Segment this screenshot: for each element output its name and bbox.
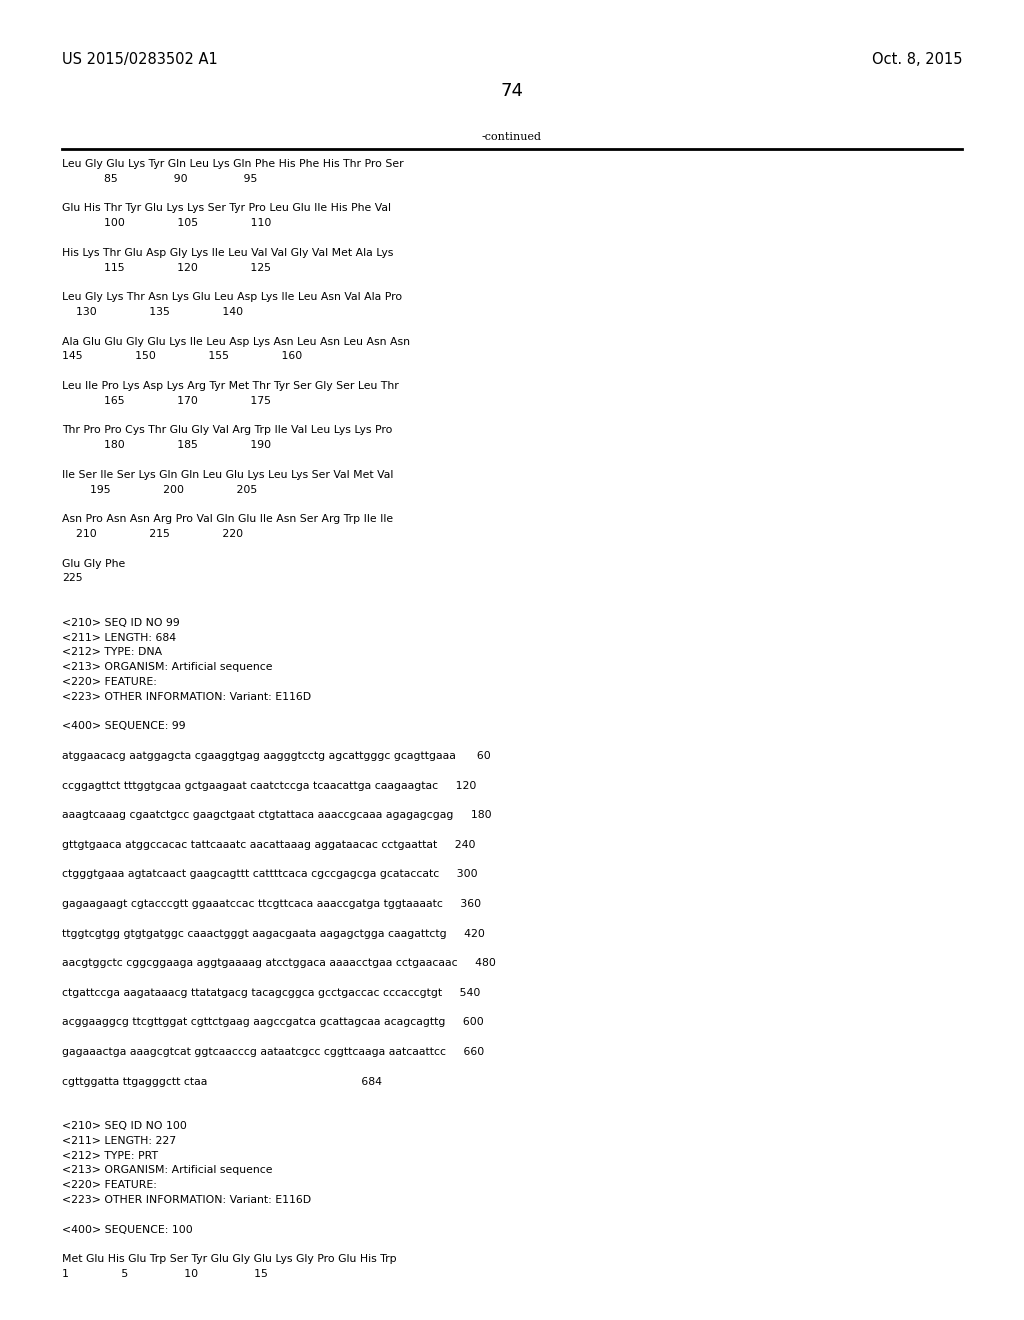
Text: Glu Gly Phe: Glu Gly Phe xyxy=(62,558,125,569)
Text: Thr Pro Pro Cys Thr Glu Gly Val Arg Trp Ile Val Leu Lys Lys Pro: Thr Pro Pro Cys Thr Glu Gly Val Arg Trp … xyxy=(62,425,392,436)
Text: 100               105               110: 100 105 110 xyxy=(62,218,271,228)
Text: <220> FEATURE:: <220> FEATURE: xyxy=(62,677,157,686)
Text: <400> SEQUENCE: 100: <400> SEQUENCE: 100 xyxy=(62,1225,193,1234)
Text: <213> ORGANISM: Artificial sequence: <213> ORGANISM: Artificial sequence xyxy=(62,1166,272,1175)
Text: 85                90                95: 85 90 95 xyxy=(62,174,257,183)
Text: <212> TYPE: PRT: <212> TYPE: PRT xyxy=(62,1151,158,1160)
Text: aacgtggctc cggcggaaga aggtgaaaag atcctggaca aaaacctgaa cctgaacaac     480: aacgtggctc cggcggaaga aggtgaaaag atcctgg… xyxy=(62,958,496,968)
Text: 195               200               205: 195 200 205 xyxy=(62,484,257,495)
Text: atggaacacg aatggagcta cgaaggtgag aagggtcctg agcattgggc gcagttgaaa      60: atggaacacg aatggagcta cgaaggtgag aagggtc… xyxy=(62,751,490,762)
Text: <223> OTHER INFORMATION: Variant: E116D: <223> OTHER INFORMATION: Variant: E116D xyxy=(62,1195,311,1205)
Text: 165               170               175: 165 170 175 xyxy=(62,396,271,405)
Text: acggaaggcg ttcgttggat cgttctgaag aagccgatca gcattagcaa acagcagttg     600: acggaaggcg ttcgttggat cgttctgaag aagccga… xyxy=(62,1018,483,1027)
Text: aaagtcaaag cgaatctgcc gaagctgaat ctgtattaca aaaccgcaaa agagagcgag     180: aaagtcaaag cgaatctgcc gaagctgaat ctgtatt… xyxy=(62,810,492,820)
Text: 1               5                10                15: 1 5 10 15 xyxy=(62,1269,268,1279)
Text: <400> SEQUENCE: 99: <400> SEQUENCE: 99 xyxy=(62,722,185,731)
Text: Oct. 8, 2015: Oct. 8, 2015 xyxy=(871,51,962,67)
Text: <211> LENGTH: 684: <211> LENGTH: 684 xyxy=(62,632,176,643)
Text: ttggtcgtgg gtgtgatggc caaactgggt aagacgaata aagagctgga caagattctg     420: ttggtcgtgg gtgtgatggc caaactgggt aagacga… xyxy=(62,928,485,939)
Text: 145               150               155               160: 145 150 155 160 xyxy=(62,351,302,362)
Text: <210> SEQ ID NO 99: <210> SEQ ID NO 99 xyxy=(62,618,180,628)
Text: Ile Ser Ile Ser Lys Gln Gln Leu Glu Lys Leu Lys Ser Val Met Val: Ile Ser Ile Ser Lys Gln Gln Leu Glu Lys … xyxy=(62,470,393,479)
Text: Leu Gly Glu Lys Tyr Gln Leu Lys Gln Phe His Phe His Thr Pro Ser: Leu Gly Glu Lys Tyr Gln Leu Lys Gln Phe … xyxy=(62,158,403,169)
Text: Leu Gly Lys Thr Asn Lys Glu Leu Asp Lys Ile Leu Asn Val Ala Pro: Leu Gly Lys Thr Asn Lys Glu Leu Asp Lys … xyxy=(62,292,402,302)
Text: 225: 225 xyxy=(62,573,83,583)
Text: Leu Ile Pro Lys Asp Lys Arg Tyr Met Thr Tyr Ser Gly Ser Leu Thr: Leu Ile Pro Lys Asp Lys Arg Tyr Met Thr … xyxy=(62,381,398,391)
Text: gttgtgaaca atggccacac tattcaaatc aacattaaag aggataacac cctgaattat     240: gttgtgaaca atggccacac tattcaaatc aacatta… xyxy=(62,840,475,850)
Text: 115               120               125: 115 120 125 xyxy=(62,263,271,273)
Text: US 2015/0283502 A1: US 2015/0283502 A1 xyxy=(62,51,218,67)
Text: <223> OTHER INFORMATION: Variant: E116D: <223> OTHER INFORMATION: Variant: E116D xyxy=(62,692,311,702)
Text: -continued: -continued xyxy=(482,132,542,143)
Text: <210> SEQ ID NO 100: <210> SEQ ID NO 100 xyxy=(62,1121,186,1131)
Text: 130               135               140: 130 135 140 xyxy=(62,308,243,317)
Text: Glu His Thr Tyr Glu Lys Lys Ser Tyr Pro Leu Glu Ile His Phe Val: Glu His Thr Tyr Glu Lys Lys Ser Tyr Pro … xyxy=(62,203,391,214)
Text: 210               215               220: 210 215 220 xyxy=(62,529,243,539)
Text: <212> TYPE: DNA: <212> TYPE: DNA xyxy=(62,647,162,657)
Text: <211> LENGTH: 227: <211> LENGTH: 227 xyxy=(62,1135,176,1146)
Text: <213> ORGANISM: Artificial sequence: <213> ORGANISM: Artificial sequence xyxy=(62,663,272,672)
Text: <220> FEATURE:: <220> FEATURE: xyxy=(62,1180,157,1191)
Text: 180               185               190: 180 185 190 xyxy=(62,440,271,450)
Text: ctgggtgaaa agtatcaact gaagcagttt cattttcaca cgccgagcga gcataccatc     300: ctgggtgaaa agtatcaact gaagcagttt cattttc… xyxy=(62,870,477,879)
Text: gagaaactga aaagcgtcat ggtcaacccg aataatcgcc cggttcaaga aatcaattcc     660: gagaaactga aaagcgtcat ggtcaacccg aataatc… xyxy=(62,1047,484,1057)
Text: Ala Glu Glu Gly Glu Lys Ile Leu Asp Lys Asn Leu Asn Leu Asn Asn: Ala Glu Glu Gly Glu Lys Ile Leu Asp Lys … xyxy=(62,337,410,347)
Text: 74: 74 xyxy=(501,82,523,100)
Text: His Lys Thr Glu Asp Gly Lys Ile Leu Val Val Gly Val Met Ala Lys: His Lys Thr Glu Asp Gly Lys Ile Leu Val … xyxy=(62,248,393,257)
Text: ctgattccga aagataaacg ttatatgacg tacagcggca gcctgaccac cccaccgtgt     540: ctgattccga aagataaacg ttatatgacg tacagcg… xyxy=(62,987,480,998)
Text: gagaagaagt cgtacccgtt ggaaatccac ttcgttcaca aaaccgatga tggtaaaatc     360: gagaagaagt cgtacccgtt ggaaatccac ttcgttc… xyxy=(62,899,481,909)
Text: cgttggatta ttgagggctt ctaa                                            684: cgttggatta ttgagggctt ctaa 684 xyxy=(62,1077,382,1086)
Text: ccggagttct tttggtgcaa gctgaagaat caatctccga tcaacattga caagaagtac     120: ccggagttct tttggtgcaa gctgaagaat caatctc… xyxy=(62,780,476,791)
Text: Met Glu His Glu Trp Ser Tyr Glu Gly Glu Lys Gly Pro Glu His Trp: Met Glu His Glu Trp Ser Tyr Glu Gly Glu … xyxy=(62,1254,396,1265)
Text: Asn Pro Asn Asn Arg Pro Val Gln Glu Ile Asn Ser Arg Trp Ile Ile: Asn Pro Asn Asn Arg Pro Val Gln Glu Ile … xyxy=(62,515,393,524)
